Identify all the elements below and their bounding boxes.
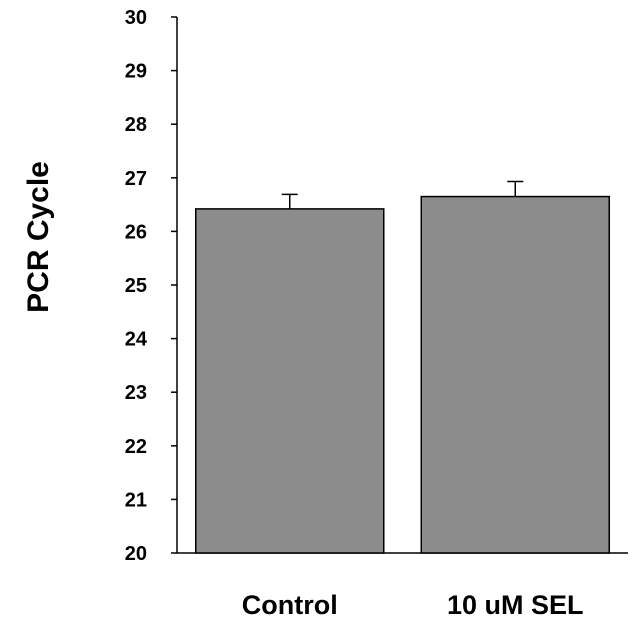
y-tick-label: 28 (125, 114, 147, 136)
bar (420, 195, 610, 554)
y-tick-label: 21 (125, 489, 147, 511)
y-tick-label: 25 (125, 275, 147, 297)
y-tick-label: 24 (125, 329, 148, 351)
x-category-label: Control (242, 590, 338, 619)
labels: 20 21 22 23 24 25 26 27 28 29 30 Control 10 uM SEL (125, 7, 584, 619)
y-tick-label: 26 (125, 221, 147, 243)
y-tick-label: 30 (125, 7, 147, 29)
x-category-label: 10 uM SEL (447, 590, 584, 619)
y-tick-label: 27 (125, 168, 147, 190)
y-tick-label: 20 (125, 543, 147, 565)
bars (195, 180, 610, 554)
y-tick-label: 22 (125, 436, 147, 458)
y-tick-label: 23 (125, 382, 147, 404)
y-axis-title: PCR Cycle (22, 161, 55, 313)
y-tick-label: 29 (125, 61, 147, 83)
bar (195, 208, 385, 554)
